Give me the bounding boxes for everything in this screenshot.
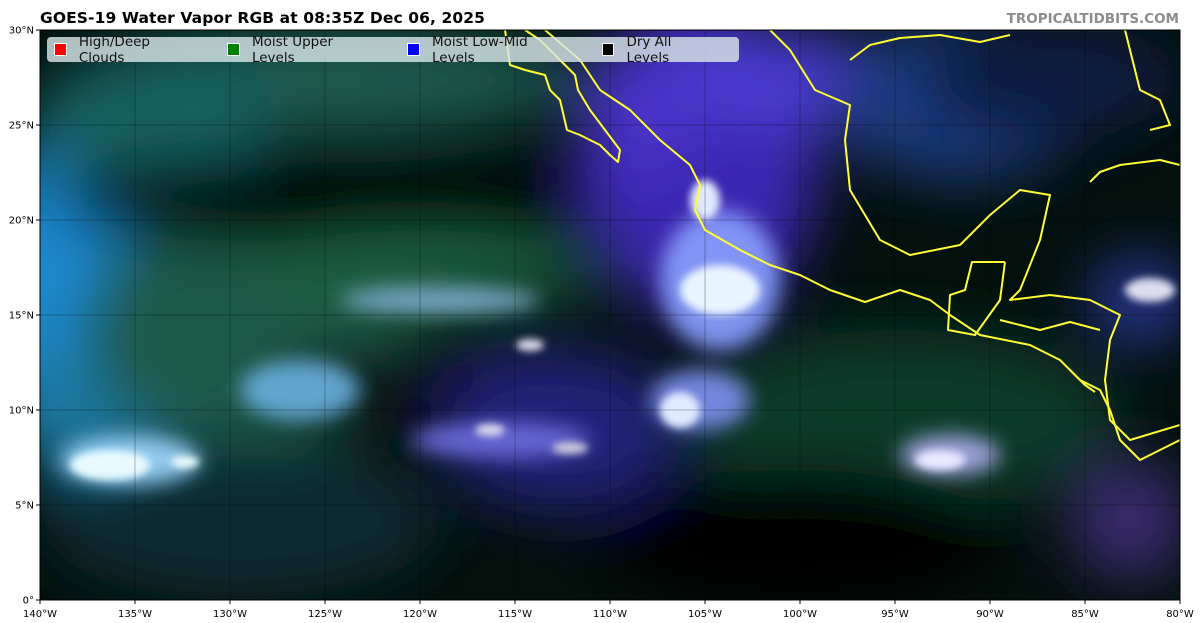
legend-label: Dry All Levels [626,33,672,66]
y-tick-label: 20°N [9,216,34,227]
credit-watermark: TROPICALTIDBITS.COM [1006,11,1179,27]
x-tick-label: 115°W [498,609,532,620]
legend-swatch [54,43,67,56]
longitude-axis: 140°W 135°W 130°W 125°W 120°W 115°W 110°W 105°W… [23,600,1194,620]
honduras-border [999,319,1101,331]
x-tick-label: 135°W [118,609,152,620]
x-tick-label: 140°W [23,609,57,620]
baja-california-coast [504,30,621,163]
central-america-border [1069,369,1096,393]
y-tick-label: 25°N [9,121,34,132]
legend-swatch [227,43,240,56]
map-title: GOES-19 Water Vapor RGB at 08:35Z Dec 06… [40,9,486,27]
y-tick-label: 10°N [9,406,34,417]
x-tick-label: 130°W [213,609,247,620]
satellite-imagery [40,30,1180,600]
x-tick-label: 90°W [976,609,1004,620]
y-tick-label: 0° [23,596,34,607]
x-tick-label: 85°W [1071,609,1099,620]
coastlines [504,30,1180,461]
x-tick-label: 110°W [593,609,627,620]
legend-item: Moist Low-Mid Levels [407,34,572,66]
legend-item: High/Deep Clouds [54,34,198,66]
legend-label: Moist Upper Levels [251,33,334,66]
legend: High/Deep Clouds Moist Upper Levels Moist … [47,34,739,66]
x-tick-label: 100°W [783,609,817,620]
legend-swatch [601,43,615,56]
legend-item: Moist Upper Levels [227,34,378,66]
latitude-axis: 0° 5°N 10°N 15°N 20°N 25°N 30°N [9,26,40,607]
x-tick-label: 105°W [688,609,722,620]
guatemala-border [947,261,1006,336]
texas-coast [849,34,1011,61]
legend-label: Moist Low-Mid Levels [432,33,528,66]
cuba-coast [1089,159,1180,183]
legend-item: Dry All Levels [601,33,717,66]
y-tick-label: 15°N [9,311,34,322]
x-tick-label: 80°W [1166,609,1194,620]
y-tick-label: 30°N [9,26,34,37]
x-tick-label: 125°W [308,609,342,620]
gulf-coast [769,30,1180,441]
x-tick-label: 120°W [403,609,437,620]
legend-swatch [407,43,421,56]
florida-coast [1124,30,1171,131]
x-tick-label: 95°W [881,609,909,620]
legend-label: High/Deep Clouds [78,33,150,66]
y-tick-label: 5°N [15,501,34,512]
mexico-pacific-coast [544,30,1180,461]
